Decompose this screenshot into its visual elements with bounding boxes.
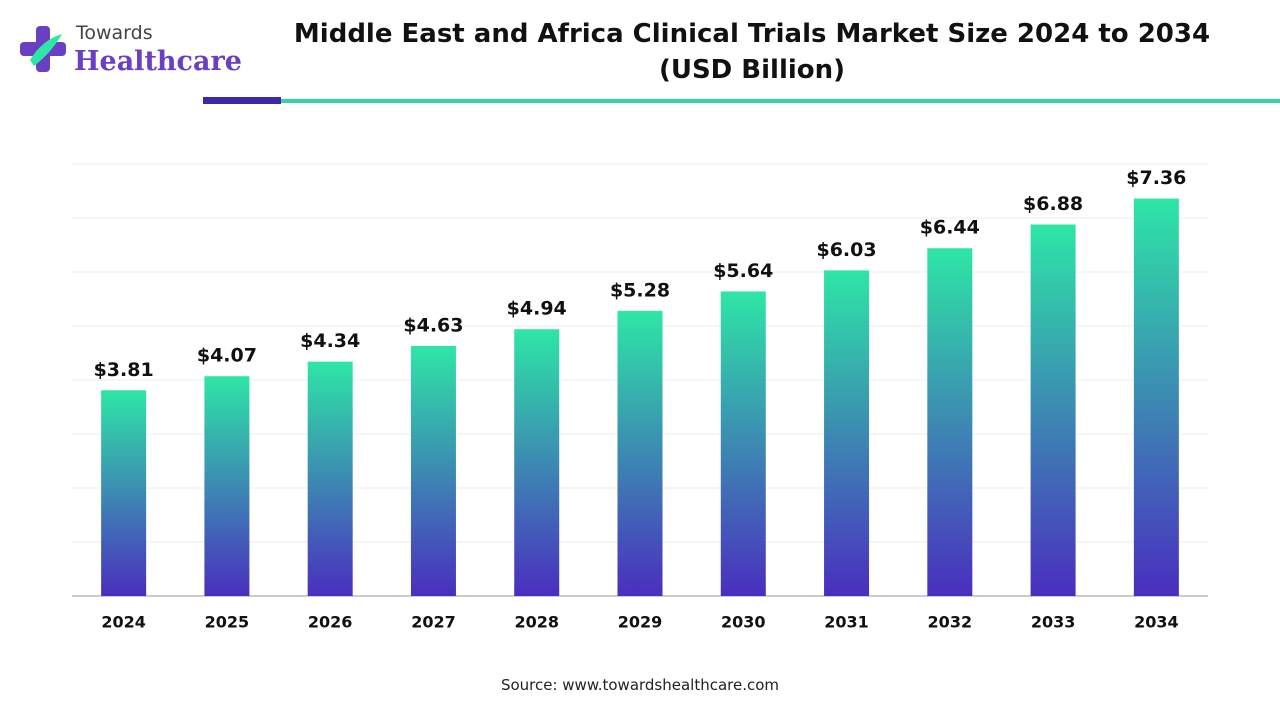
value-label: $4.34 [300, 330, 360, 352]
x-tick-label: 2029 [618, 613, 663, 632]
value-label: $5.28 [610, 279, 670, 301]
value-label: $6.44 [920, 217, 980, 239]
chart-title: Middle East and Africa Clinical Trials M… [293, 19, 1211, 85]
x-tick-label: 2034 [1134, 613, 1179, 632]
bar [824, 270, 870, 596]
bar [1030, 224, 1076, 597]
bar [204, 376, 250, 596]
bar [307, 361, 353, 596]
x-tick-label: 2028 [514, 613, 559, 632]
value-label: $7.36 [1126, 167, 1186, 189]
x-tick-label: 2027 [411, 613, 456, 632]
bar [101, 390, 147, 596]
logo-text: Healthcare [74, 46, 242, 77]
value-label: $6.03 [816, 239, 876, 261]
bar [410, 345, 456, 596]
x-tick-label: 2024 [101, 613, 146, 632]
x-tick-label: 2032 [928, 613, 973, 632]
bar [617, 310, 663, 596]
value-label: $5.64 [713, 260, 773, 282]
value-label: $4.63 [403, 314, 463, 336]
x-tick-label: 2033 [1031, 613, 1076, 632]
value-label: $3.81 [94, 359, 154, 381]
accent-bar [203, 97, 281, 104]
bar [1133, 198, 1179, 596]
bar [927, 248, 973, 597]
bar [720, 291, 766, 596]
value-label: $6.88 [1023, 193, 1083, 215]
logo-text: Towards [76, 22, 153, 44]
accent-line [281, 99, 1280, 103]
bar [514, 329, 560, 596]
value-label: $4.94 [507, 298, 567, 320]
x-tick-label: 2030 [721, 613, 766, 632]
x-tick-label: 2025 [205, 613, 250, 632]
value-label: $4.07 [197, 345, 257, 367]
x-tick-label: 2031 [824, 613, 869, 632]
source: Source: www.towardshealthcare.com [500, 676, 780, 694]
x-tick-label: 2026 [308, 613, 353, 632]
logo-icon [20, 26, 66, 72]
